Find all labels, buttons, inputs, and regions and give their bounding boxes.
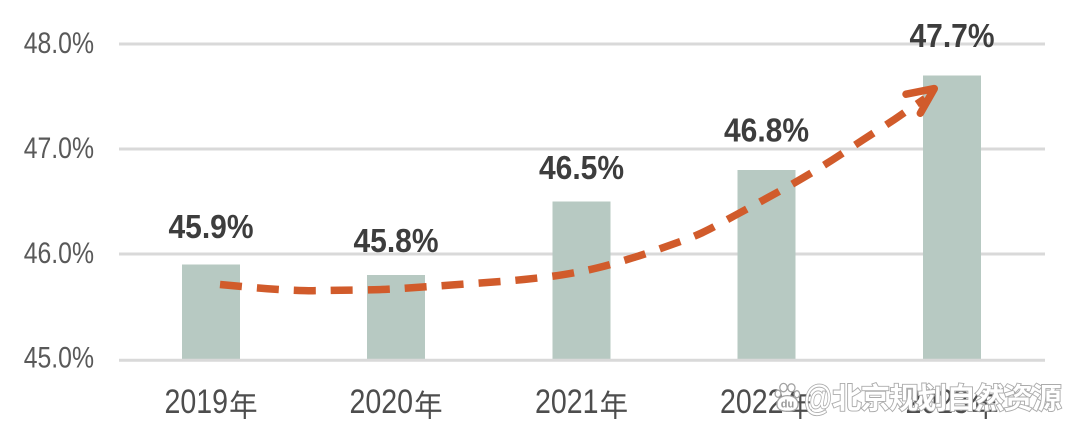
svg-text:@: @	[804, 378, 833, 417]
svg-text:46.0%: 46.0%	[24, 236, 94, 270]
svg-text:47.0%: 47.0%	[24, 131, 94, 165]
svg-text:46.8%: 46.8%	[724, 111, 809, 149]
svg-text:45.8%: 45.8%	[353, 222, 438, 260]
svg-text:2022: 2022	[720, 383, 784, 421]
svg-text:45.0%: 45.0%	[24, 341, 94, 375]
svg-text:45.9%: 45.9%	[168, 208, 253, 246]
svg-text:46.5%: 46.5%	[539, 149, 624, 187]
svg-text:2019: 2019	[165, 383, 229, 421]
svg-text:48.0%: 48.0%	[24, 26, 94, 60]
svg-text:2020: 2020	[350, 383, 414, 421]
svg-text:du: du	[781, 399, 794, 411]
svg-text:2021: 2021	[535, 383, 599, 421]
svg-text:47.7%: 47.7%	[909, 17, 994, 55]
